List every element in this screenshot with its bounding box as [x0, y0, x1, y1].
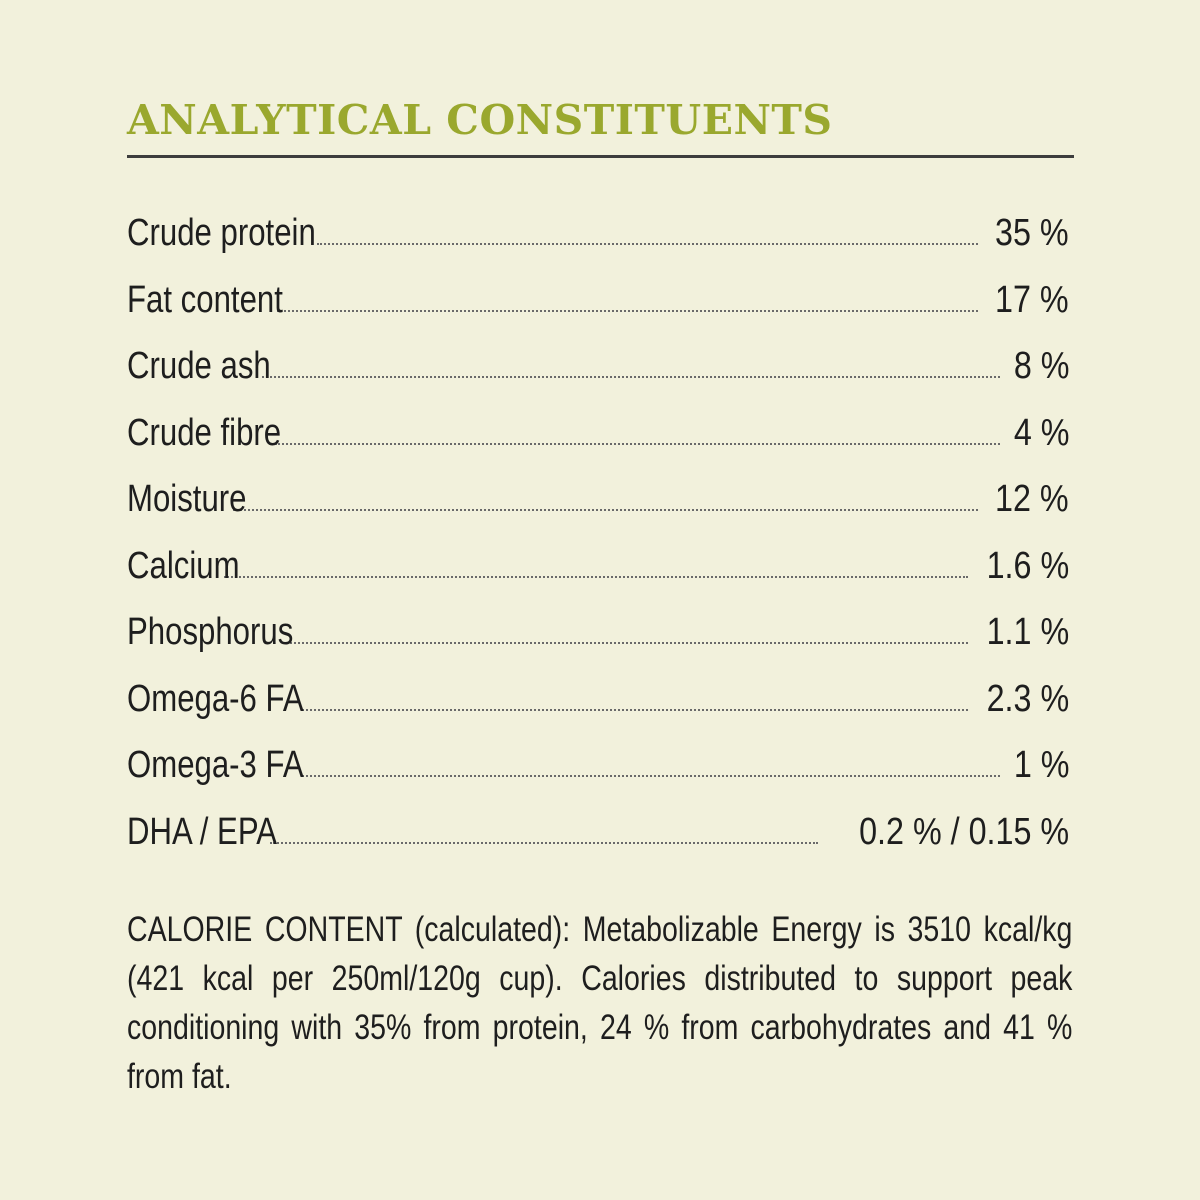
dot-leader — [224, 575, 968, 578]
constituent-row: Crude protein 35 % — [127, 212, 1069, 279]
constituent-row: Phosphorus 1.1 % — [127, 611, 1069, 678]
dot-leader — [317, 243, 979, 245]
constituent-value: 4 % — [1013, 411, 1069, 454]
constituent-value: 0.2 % / 0.15 % — [858, 810, 1069, 853]
constituent-value: 35 % — [995, 212, 1069, 254]
constituent-row: DHA / EPA 0.2 % / 0.15 % — [127, 811, 1069, 878]
dot-leader — [270, 841, 818, 844]
constituent-value: 2.3 % — [986, 677, 1069, 720]
constituent-label: Calcium — [127, 544, 240, 587]
constituent-row: Fat content 17 % — [127, 279, 1069, 346]
constituent-label: Omega-6 FA — [127, 677, 304, 720]
section-title: ANALYTICAL CONSTITUENTS — [127, 96, 833, 144]
constituent-value: 8 % — [1013, 345, 1069, 387]
dot-leader — [302, 775, 1000, 777]
constituent-label: Phosphorus — [127, 611, 294, 653]
constituent-label: Moisture — [127, 478, 247, 520]
constituent-row: Crude fibre 4 % — [127, 412, 1069, 479]
constituent-row: Omega-6 FA 2.3 % — [127, 678, 1069, 745]
constituent-label: Crude fibre — [127, 411, 282, 454]
title-divider — [127, 155, 1074, 158]
constituent-label: Fat content — [127, 278, 283, 321]
constituent-value: 1.6 % — [986, 544, 1069, 587]
dot-leader — [274, 442, 1000, 445]
constituent-value: 12 % — [995, 478, 1069, 520]
constituent-label: Crude ash — [127, 345, 271, 387]
constituent-value: 1 % — [1013, 744, 1069, 786]
constituent-row: Calcium 1.6 % — [127, 545, 1069, 612]
calorie-content-text: CALORIE CONTENT (calculated): Metaboliza… — [127, 910, 1073, 1096]
constituent-row: Moisture 12 % — [127, 478, 1069, 545]
constituent-value: 17 % — [995, 278, 1069, 321]
constituent-label: DHA / EPA — [127, 810, 278, 853]
constituents-list: Crude protein 35 % Fat content 17 % Crude … — [127, 212, 1069, 877]
dot-leader — [289, 642, 968, 644]
constituent-label: Omega-3 FA — [127, 744, 304, 786]
constituent-row: Omega-3 FA 1 % — [127, 744, 1069, 811]
dot-leader — [232, 509, 979, 511]
constituent-label: Crude protein — [127, 212, 316, 254]
constituent-row: Crude ash 8 % — [127, 345, 1069, 412]
dot-leader — [302, 708, 968, 711]
dot-leader — [277, 309, 979, 312]
constituent-value: 1.1 % — [986, 611, 1069, 653]
dot-leader — [262, 376, 1000, 378]
